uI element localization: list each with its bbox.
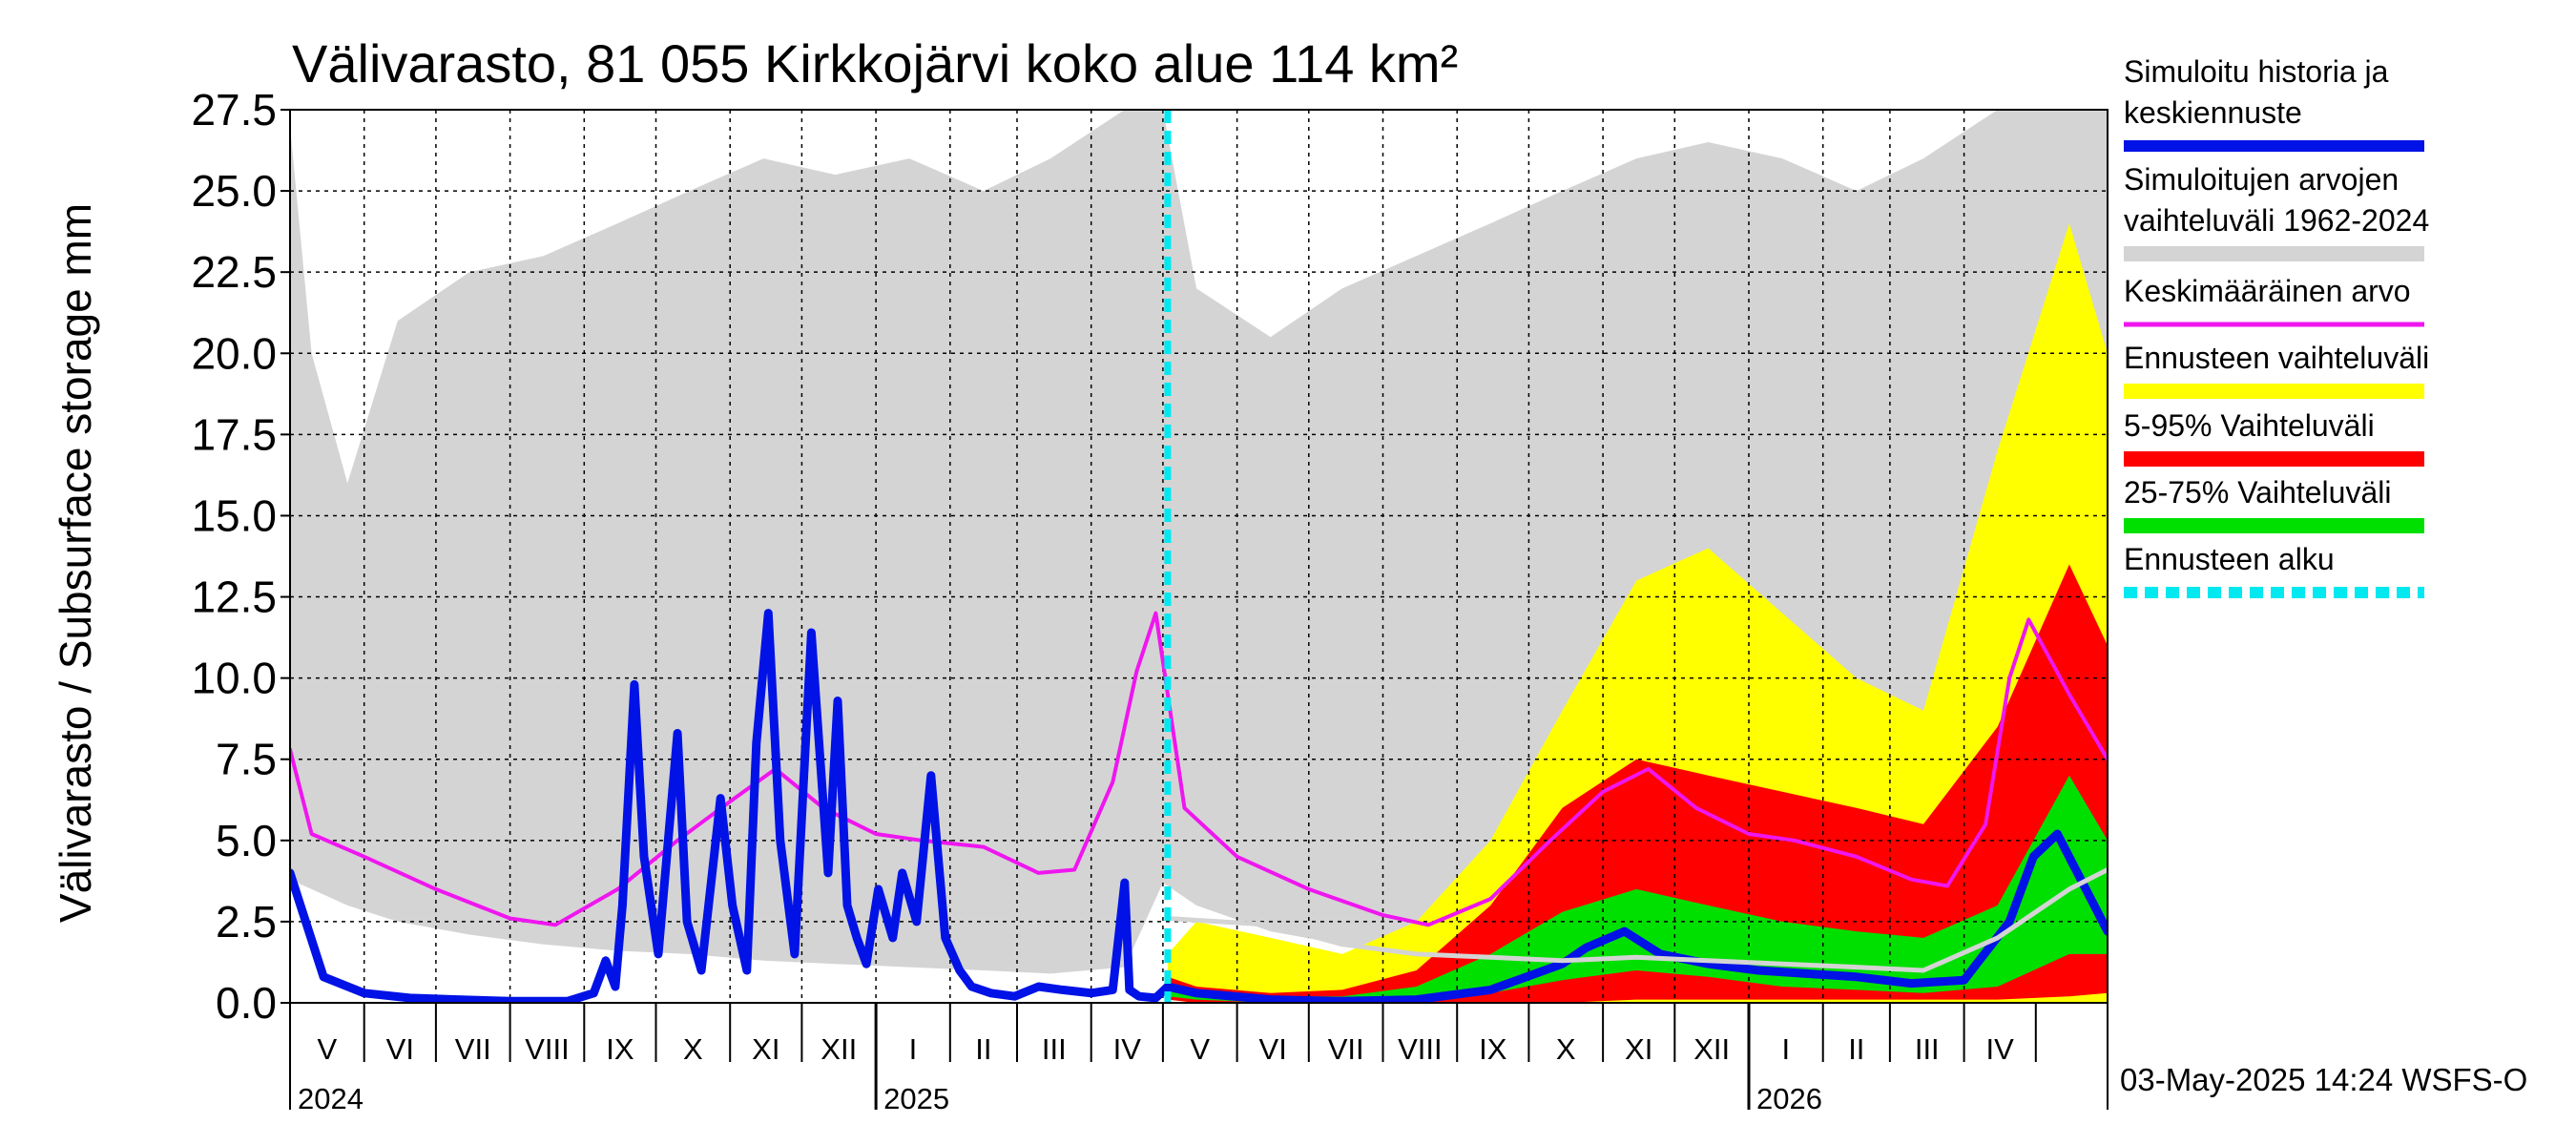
- footer-timestamp: 03-May-2025 14:24 WSFS-O: [2120, 1062, 2527, 1097]
- y-tick-label: 0.0: [216, 978, 277, 1028]
- chart-title: Välivarasto, 81 055 Kirkkojärvi koko alu…: [292, 33, 1458, 94]
- legend-label: keskiennuste: [2124, 95, 2302, 130]
- month-label: VII: [1328, 1032, 1364, 1066]
- y-tick-label: 20.0: [191, 328, 277, 378]
- month-label: IX: [1479, 1032, 1507, 1066]
- month-label: V: [1190, 1032, 1210, 1066]
- month-label: X: [1556, 1032, 1576, 1066]
- band-1: [1167, 223, 2108, 1003]
- series-line-1: [290, 609, 2108, 1003]
- month-label: VIII: [525, 1032, 570, 1066]
- y-tick-label: 15.0: [191, 490, 277, 540]
- grid-lines: [290, 110, 2108, 1003]
- plot-area: [290, 110, 2108, 1003]
- series-lines: [290, 110, 2108, 1003]
- legend-label: Ennusteen alku: [2124, 542, 2335, 576]
- month-label: VII: [455, 1032, 491, 1066]
- y-tick-label: 25.0: [191, 166, 277, 216]
- month-label: VIII: [1398, 1032, 1443, 1066]
- month-label: X: [683, 1032, 703, 1066]
- month-label: IX: [606, 1032, 634, 1066]
- series-line-2: [1165, 867, 2108, 973]
- legend-label: Simuloitujen arvojen: [2124, 162, 2399, 197]
- month-label: I: [1782, 1032, 1791, 1066]
- month-label: III: [1042, 1032, 1067, 1066]
- legend-label: 25-75% Vaihteluväli: [2124, 475, 2391, 510]
- month-label: I: [909, 1032, 918, 1066]
- legend: Simuloitu historia ja keskiennuste Simuloi…: [2124, 54, 2429, 598]
- x-axis-months: V VI VII VIII IX X XI XII I II III IV V VI VII VIII IX X X…: [298, 1032, 2014, 1115]
- month-label: IV: [1986, 1032, 2015, 1066]
- legend-label: Keskimääräinen arvo: [2124, 274, 2411, 308]
- y-tick-label: 22.5: [191, 247, 277, 297]
- month-label: II: [975, 1032, 991, 1066]
- legend-label: 5-95% Vaihteluväli: [2124, 408, 2375, 443]
- legend-label: Simuloitu historia ja: [2124, 54, 2389, 89]
- month-label: XI: [1625, 1032, 1652, 1066]
- y-tick-label: 27.5: [191, 85, 277, 135]
- y-axis-label: Välivarasto / Subsurface storage mm: [51, 203, 100, 923]
- year-label: 2024: [298, 1082, 364, 1115]
- legend-label: vaihteluväli 1962-2024: [2124, 203, 2429, 238]
- y-tick-label: 5.0: [216, 816, 277, 865]
- series-line-0: [290, 611, 2108, 927]
- y-tick-label: 7.5: [216, 735, 277, 784]
- y-tick-label: 17.5: [191, 409, 277, 459]
- band-3: [1167, 775, 2108, 1003]
- month-label: V: [318, 1032, 338, 1066]
- month-label: XI: [752, 1032, 779, 1066]
- year-label: 2026: [1756, 1082, 1822, 1115]
- month-label: IV: [1113, 1032, 1142, 1066]
- month-label: III: [1915, 1032, 1940, 1066]
- y-tick-labels: 0.0 2.5 5.0 7.5 10.0 12.5 15.0 17.5 20.0 22.5 25.0…: [191, 85, 277, 1028]
- y-tick-label: 2.5: [216, 897, 277, 947]
- axes: [280, 109, 2109, 1110]
- y-tick-label: 12.5: [191, 572, 277, 622]
- plot-frame: [289, 109, 2109, 1004]
- month-label: XII: [1693, 1032, 1730, 1066]
- month-label: II: [1848, 1032, 1864, 1066]
- month-label: XII: [821, 1032, 857, 1066]
- y-axis-label-group: Välivarasto / Subsurface storage mm: [51, 203, 100, 923]
- month-label: VI: [1259, 1032, 1287, 1066]
- band-2: [1167, 564, 2108, 1003]
- month-label: VI: [386, 1032, 414, 1066]
- legend-label: Ennusteen vaihteluväli: [2124, 341, 2429, 375]
- y-tick-label: 10.0: [191, 654, 277, 703]
- year-label: 2025: [883, 1082, 949, 1115]
